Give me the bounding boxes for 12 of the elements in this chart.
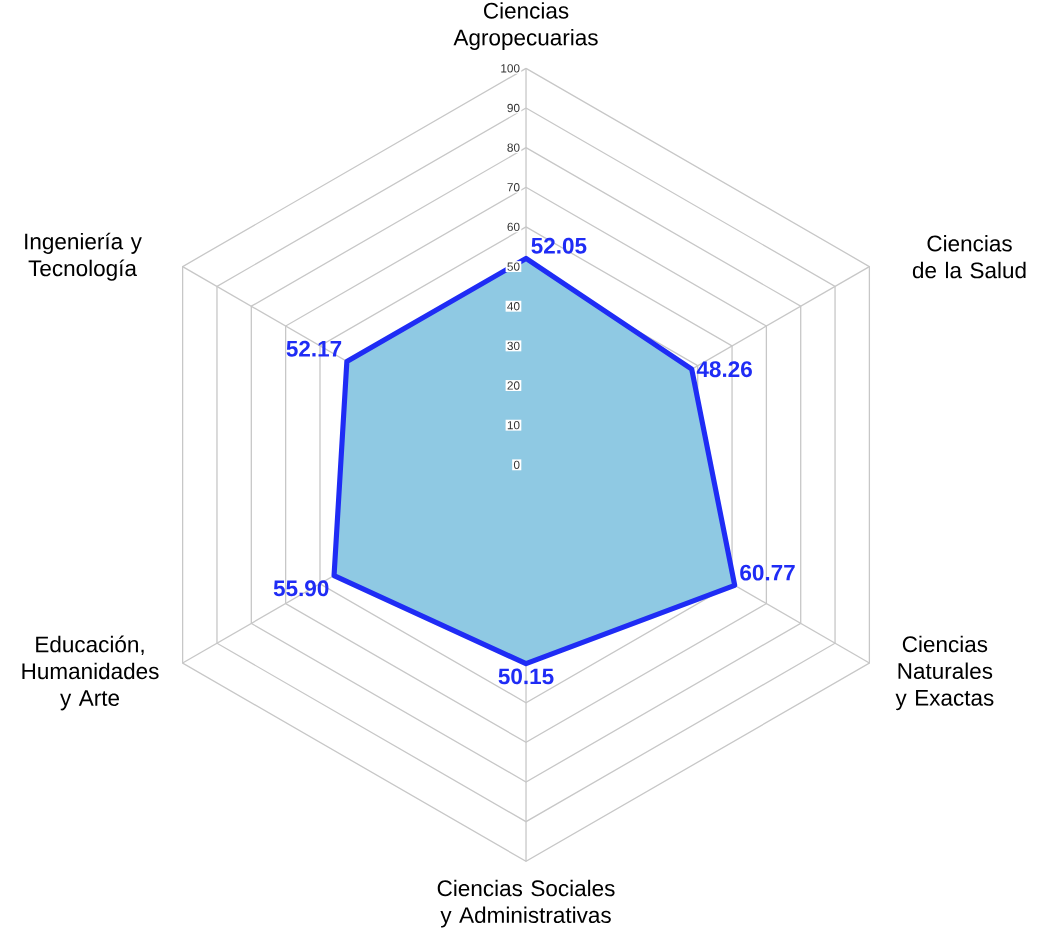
data-label: 48.26 <box>696 361 752 378</box>
spoke-label: Ciencias Naturales y Exactas <box>895 635 994 711</box>
data-label: 52.17 <box>286 340 342 357</box>
data-label: 50.15 <box>498 668 554 685</box>
data-label: 55.90 <box>273 580 329 597</box>
data-label: 60.77 <box>740 564 795 581</box>
spoke-label: Ciencias de la Salud <box>912 235 1026 279</box>
spoke-label: Educación, Humanidades y Arte <box>22 635 159 711</box>
data-label: 52.05 <box>531 237 587 254</box>
spoke-label: Ingeniería y Tecnología <box>25 232 142 281</box>
spoke-label: Ciencias Sociales y Administrativas <box>437 879 615 928</box>
spoke-label: Ciencias Agropecuarias <box>453 2 598 51</box>
